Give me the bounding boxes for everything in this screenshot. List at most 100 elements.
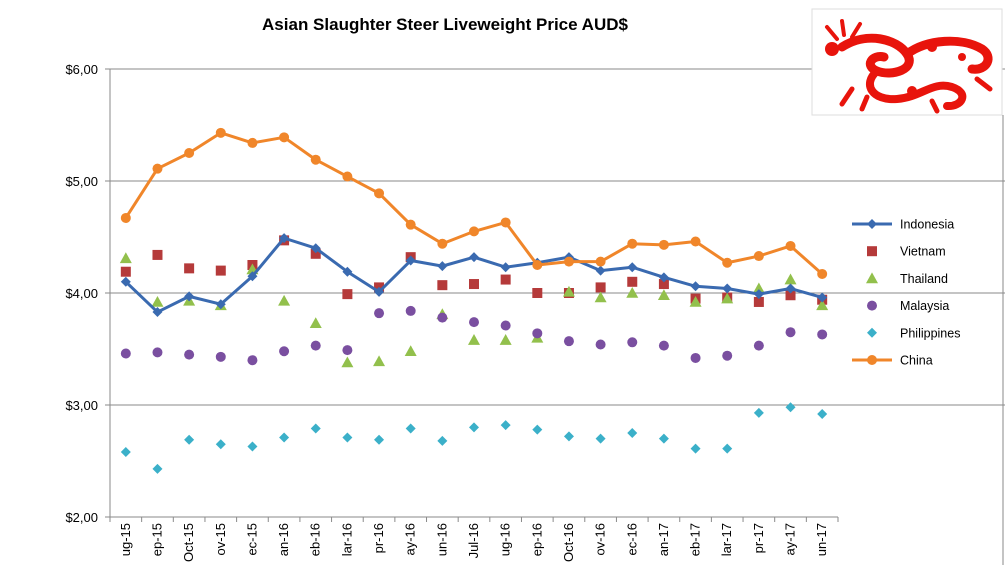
- data-point-thailand: [119, 252, 132, 264]
- data-point-indonesia: [152, 307, 163, 318]
- data-point-thailand: [404, 345, 417, 357]
- data-point-thailand: [278, 294, 291, 306]
- legend-swatch-marker: [866, 272, 878, 284]
- data-point-indonesia: [310, 243, 321, 254]
- data-point-china: [785, 240, 796, 251]
- data-point-philippines: [690, 443, 701, 454]
- data-point-vietnam: [437, 280, 448, 291]
- x-tick-labels: ug-15 ep-15 Oct-15 ov-15 ec-15 an-16 eb-16 lar-…: [118, 523, 829, 562]
- data-point-thailand: [816, 299, 829, 311]
- data-point-philippines: [722, 443, 733, 454]
- data-point-philippines: [469, 422, 479, 433]
- data-point-vietnam: [152, 249, 163, 260]
- data-point-malaysia: [279, 346, 290, 357]
- data-point-indonesia: [437, 261, 448, 272]
- data-point-philippines: [152, 463, 163, 474]
- x-tick-label: ay-17: [783, 523, 798, 556]
- data-point-china: [500, 217, 511, 228]
- legend-item-vietnam: Vietnam: [867, 245, 946, 259]
- legend-item-thailand: Thailand: [866, 272, 948, 286]
- data-point-vietnam: [532, 288, 543, 298]
- data-point-thailand: [151, 295, 164, 307]
- x-tick-label: un-17: [814, 523, 829, 556]
- data-point-china: [120, 212, 131, 223]
- data-point-malaysia: [310, 340, 321, 351]
- data-point-vietnam: [595, 282, 606, 293]
- data-point-philippines: [817, 408, 828, 419]
- data-point-vietnam: [753, 296, 764, 307]
- data-point-malaysia: [722, 350, 733, 361]
- data-point-indonesia: [690, 281, 701, 292]
- legend-label: China: [900, 354, 933, 368]
- y-tick-labels: $2,00 $3,00 $4,00 $5,00 $6,00: [65, 62, 98, 525]
- data-point-indonesia: [247, 271, 258, 282]
- legend-item-philippines: Philippines: [867, 326, 960, 340]
- data-point-china: [690, 236, 701, 247]
- y-tick-label: $5,00: [65, 174, 98, 189]
- data-point-thailand: [562, 285, 575, 297]
- data-point-malaysia: [627, 337, 638, 348]
- dragon-logo-icon: [811, 8, 1003, 116]
- x-tick-label: ec-15: [244, 523, 259, 556]
- data-point-philippines: [310, 423, 321, 434]
- data-point-vietnam: [342, 289, 353, 300]
- data-point-malaysia: [120, 348, 131, 359]
- grid-lines: [110, 68, 1005, 406]
- data-point-philippines: [563, 431, 574, 442]
- data-point-malaysia: [405, 305, 416, 316]
- legend-swatch-marker: [867, 327, 877, 338]
- data-point-vietnam: [658, 279, 669, 290]
- data-point-vietnam: [500, 274, 511, 285]
- x-tick-label: eb-17: [688, 523, 703, 556]
- x-tick-label: Oct-16: [561, 523, 576, 562]
- chart-title: Asian Slaughter Steer Liveweight Price A…: [262, 15, 628, 34]
- x-tick-label: ug-16: [498, 523, 513, 556]
- data-point-malaysia: [785, 327, 796, 338]
- data-point-indonesia: [374, 286, 385, 297]
- data-point-china: [722, 257, 733, 268]
- data-point-philippines: [342, 432, 353, 443]
- data-point-malaysia: [437, 312, 448, 323]
- legend-item-malaysia: Malaysia: [867, 299, 949, 313]
- y-tick-label: $6,00: [65, 62, 98, 77]
- legend-item-china: China: [852, 354, 933, 368]
- data-point-indonesia: [753, 289, 764, 300]
- data-point-vietnam: [469, 279, 479, 290]
- data-point-philippines: [184, 434, 195, 445]
- data-point-china: [152, 163, 163, 174]
- data-point-china: [469, 226, 479, 237]
- x-tick-label: eb-16: [308, 523, 323, 556]
- x-tick-label: ep-16: [529, 523, 544, 556]
- data-point-thailand: [752, 282, 765, 294]
- data-point-philippines: [374, 434, 385, 445]
- data-point-malaysia: [563, 336, 574, 347]
- data-point-malaysia: [469, 317, 479, 328]
- data-point-china: [279, 132, 290, 143]
- data-point-china: [405, 219, 416, 230]
- dragon-scales: [825, 42, 966, 96]
- legend-label: Indonesia: [900, 218, 954, 232]
- data-point-china: [374, 188, 385, 199]
- data-point-philippines: [785, 402, 796, 413]
- x-tick-label: ay-16: [403, 523, 418, 556]
- data-point-china: [563, 256, 574, 267]
- data-point-philippines: [500, 420, 511, 431]
- data-point-malaysia: [374, 308, 385, 319]
- data-point-vietnam: [627, 276, 638, 287]
- data-point-vietnam: [310, 248, 321, 259]
- x-tick-label: ep-15: [149, 523, 164, 556]
- legend-item-indonesia: Indonesia: [852, 218, 954, 232]
- data-point-philippines: [658, 433, 669, 444]
- x-tick-label: lar-16: [339, 523, 354, 556]
- legend-swatch-marker: [867, 246, 877, 257]
- data-point-china: [247, 137, 258, 148]
- data-point-philippines: [215, 439, 226, 450]
- y-tick-label: $3,00: [65, 398, 98, 413]
- x-tick-label: pr-16: [371, 523, 386, 553]
- x-tick-label: ec-16: [624, 523, 639, 556]
- data-point-china: [627, 238, 638, 249]
- data-point-malaysia: [184, 349, 195, 360]
- data-point-philippines: [247, 441, 258, 452]
- legend-label: Malaysia: [900, 299, 949, 313]
